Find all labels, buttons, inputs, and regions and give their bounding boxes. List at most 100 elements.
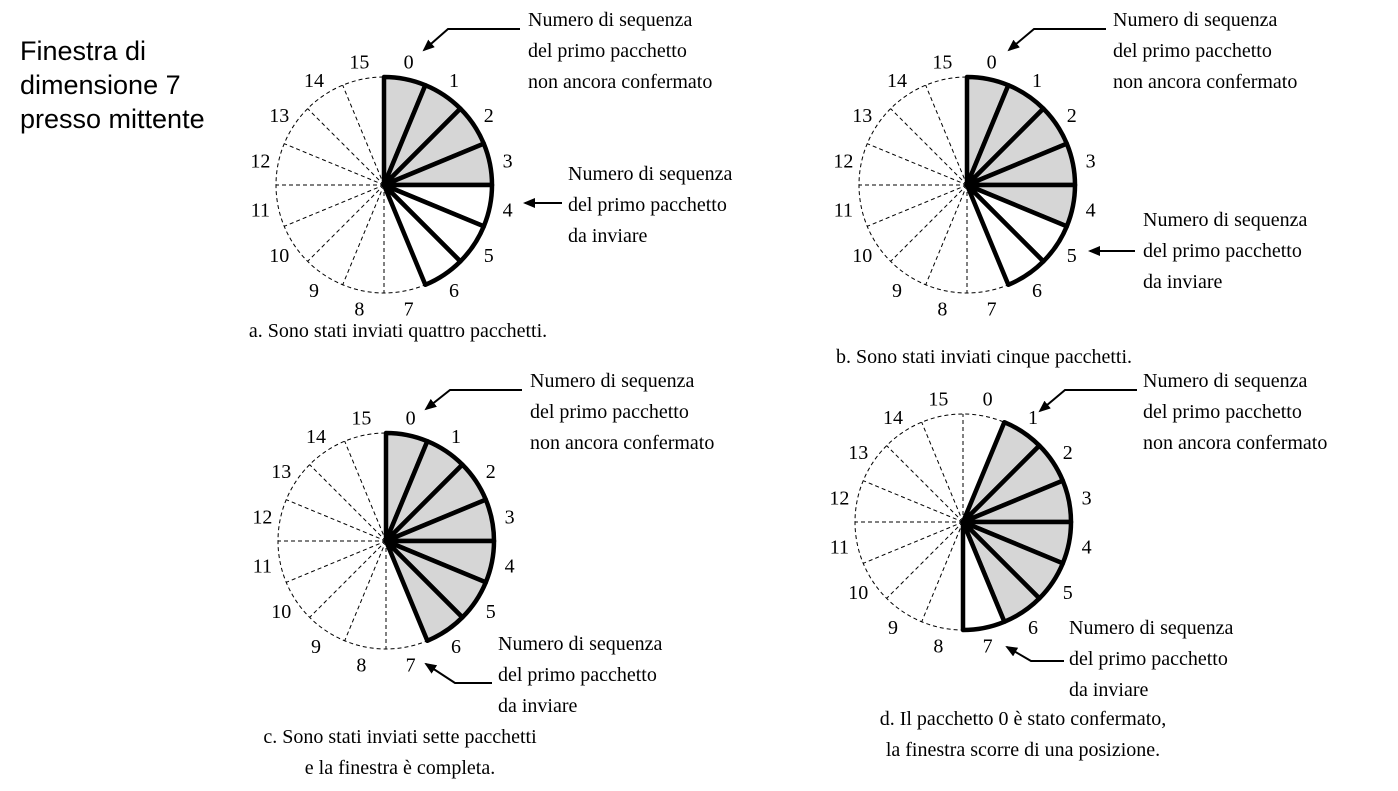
- sequence-number-2: 2: [1067, 105, 1077, 127]
- first-unacked-label-line-3: non ancora confermato: [1143, 432, 1327, 454]
- sequence-number-14: 14: [306, 426, 326, 448]
- sequence-number-15: 15: [351, 407, 371, 429]
- sendable-packet-sector-7: [960, 519, 1007, 633]
- first-unacked-label-line-2: del primo pacchetto: [530, 401, 689, 423]
- spoke-14: [890, 108, 968, 186]
- side-title-line-2: dimensione 7: [20, 70, 181, 100]
- sequence-number-15: 15: [932, 51, 952, 73]
- spoke-11: [867, 184, 968, 227]
- next-to-send-label-line-2: del primo pacchetto: [1143, 240, 1302, 262]
- first-unacked-label-line-2: del primo pacchetto: [1113, 40, 1272, 62]
- spoke-14: [307, 108, 385, 186]
- spoke-10: [890, 184, 968, 262]
- sequence-number-1: 1: [451, 426, 461, 448]
- sequence-number-3: 3: [503, 150, 513, 172]
- sequence-number-11: 11: [834, 200, 853, 222]
- spoke-11: [284, 184, 385, 227]
- next-to-send-label-line-1: Numero di sequenza: [498, 633, 663, 655]
- sequence-number-8: 8: [356, 655, 366, 677]
- sequence-number-9: 9: [309, 280, 319, 302]
- spoke-14: [886, 445, 964, 523]
- sequence-number-2: 2: [1063, 442, 1073, 464]
- sequence-number-15: 15: [349, 51, 369, 73]
- sequence-number-0: 0: [987, 51, 997, 73]
- sequence-number-3: 3: [505, 506, 515, 528]
- spoke-13: [284, 143, 385, 186]
- sequence-number-5: 5: [484, 245, 494, 267]
- sequence-number-5: 5: [486, 601, 496, 623]
- sequence-number-11: 11: [253, 556, 272, 578]
- spoke-10: [309, 540, 387, 618]
- next-to-send-label-line-3: da inviare: [498, 695, 578, 717]
- sequence-number-1: 1: [1032, 70, 1042, 92]
- next-to-send-label-line-1: Numero di sequenza: [568, 163, 733, 185]
- sequence-number-15: 15: [928, 388, 948, 410]
- sequence-number-14: 14: [883, 407, 903, 429]
- sequence-number-4: 4: [503, 200, 513, 222]
- first-unacked-label-line-2: del primo pacchetto: [1143, 401, 1302, 423]
- sequence-number-6: 6: [1028, 617, 1038, 639]
- sequence-number-7: 7: [987, 299, 997, 321]
- sent-packet-sector-6: [383, 538, 465, 644]
- sequence-number-13: 13: [848, 442, 868, 464]
- spoke-13: [863, 480, 964, 523]
- first-unacked-arrow: [422, 28, 520, 52]
- sequence-number-8: 8: [937, 299, 947, 321]
- next-to-send-label-line-3: da inviare: [1069, 679, 1149, 701]
- spoke-10: [886, 521, 964, 599]
- sequence-number-10: 10: [271, 601, 291, 623]
- sequence-number-10: 10: [269, 245, 289, 267]
- sequence-number-9: 9: [888, 617, 898, 639]
- spoke-15: [921, 422, 964, 523]
- panel-caption-line-2: e la finestra è completa.: [305, 757, 495, 779]
- sendable-packet-sector-6: [964, 182, 1046, 288]
- sequence-number-10: 10: [852, 245, 872, 267]
- sequence-number-2: 2: [484, 105, 494, 127]
- next-to-send-label-line-1: Numero di sequenza: [1143, 209, 1308, 231]
- first-unacked-arrow: [1038, 389, 1137, 413]
- first-unacked-label-line-3: non ancora confermato: [1113, 71, 1297, 93]
- sequence-number-0: 0: [406, 407, 416, 429]
- panel-caption-line-1: c. Sono stati inviati sette pacchetti: [263, 726, 537, 748]
- sendable-packet-sector-6: [381, 182, 463, 288]
- side-title-line-3: presso mittente: [20, 104, 205, 134]
- spoke-13: [286, 499, 387, 542]
- next-to-send-label-line-2: del primo pacchetto: [1069, 648, 1228, 670]
- sequence-number-4: 4: [505, 556, 515, 578]
- spoke-9: [921, 521, 964, 622]
- sequence-number-14: 14: [887, 70, 907, 92]
- panel-caption-line-2: la finestra scorre di una posizione.: [886, 739, 1160, 761]
- sequence-number-4: 4: [1086, 200, 1096, 222]
- sequence-number-10: 10: [848, 582, 868, 604]
- sequence-number-13: 13: [852, 105, 872, 127]
- first-unacked-label-line-3: non ancora confermato: [528, 71, 712, 93]
- sequence-number-1: 1: [1028, 407, 1038, 429]
- side-title: Finestra di dimensione 7 presso mittente: [20, 34, 205, 136]
- first-unacked-label-line-2: del primo pacchetto: [528, 40, 687, 62]
- sequence-number-14: 14: [304, 70, 324, 92]
- next-to-send-arrow: [424, 662, 492, 684]
- sequence-number-3: 3: [1086, 150, 1096, 172]
- sequence-number-13: 13: [269, 105, 289, 127]
- spoke-15: [344, 441, 387, 542]
- side-title-line-1: Finestra di: [20, 36, 147, 66]
- spoke-11: [863, 521, 964, 564]
- first-unacked-label-line-1: Numero di sequenza: [1143, 370, 1308, 392]
- sequence-number-7: 7: [404, 299, 414, 321]
- sequence-number-12: 12: [833, 150, 853, 172]
- sequence-number-11: 11: [251, 200, 270, 222]
- first-unacked-label-line-1: Numero di sequenza: [530, 370, 695, 392]
- sequence-number-3: 3: [1082, 487, 1092, 509]
- first-unacked-arrow: [1007, 28, 1106, 52]
- next-to-send-label-line-1: Numero di sequenza: [1069, 617, 1234, 639]
- spoke-9: [344, 540, 387, 641]
- panel-caption-line-1: a. Sono stati inviati quattro pacchetti.: [249, 320, 547, 342]
- first-unacked-arrow: [424, 389, 522, 411]
- first-unacked-label-line-1: Numero di sequenza: [1113, 9, 1278, 31]
- sequence-number-2: 2: [486, 461, 496, 483]
- sequence-number-7: 7: [983, 636, 993, 658]
